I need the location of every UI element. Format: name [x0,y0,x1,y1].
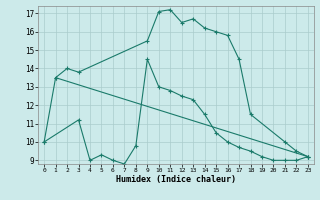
X-axis label: Humidex (Indice chaleur): Humidex (Indice chaleur) [116,175,236,184]
